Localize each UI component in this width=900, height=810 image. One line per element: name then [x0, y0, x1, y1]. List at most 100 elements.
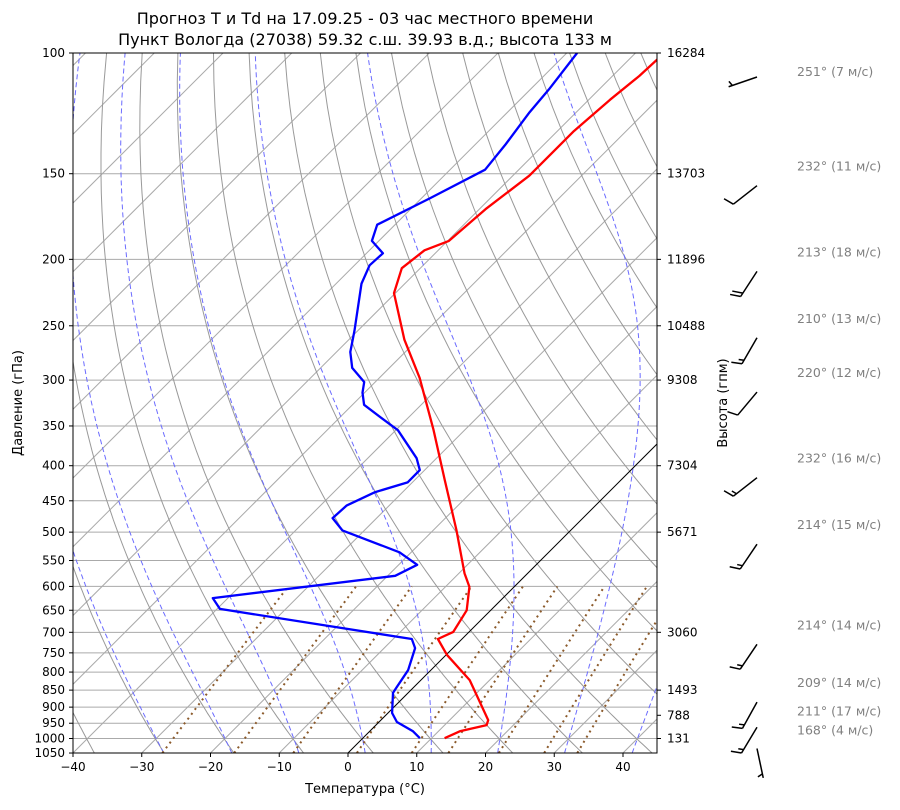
barb-staff	[732, 185, 758, 205]
dry-adiabat	[391, 53, 657, 569]
barb-staff	[740, 726, 758, 754]
height-tick-label: 788	[667, 708, 690, 722]
barb-staff	[739, 643, 758, 670]
dry-adiabat	[73, 564, 165, 753]
wind-barb	[731, 701, 758, 730]
y-tick-label: 950	[42, 716, 65, 730]
wind-label: 209° (14 м/с)	[797, 675, 881, 690]
barb-half	[737, 563, 743, 567]
wind-barb	[723, 185, 758, 205]
height-tick-label: 13703	[667, 167, 705, 181]
y-axis-right-label: Высота (гпм)	[716, 358, 731, 447]
isotherm	[73, 53, 430, 410]
y-tick-label: 600	[42, 579, 65, 593]
dry-adiabat	[426, 53, 657, 505]
axes: −40 −30 −20 −10 0 10 20 30 40 100 150 200 250 300 350 4…	[34, 46, 705, 774]
barb-staff	[741, 337, 758, 365]
wind-label: 213° (18 м/с)	[797, 244, 881, 259]
chart-title-line2: Пункт Вологда (27038) 59.32 с.ш. 39.93 в…	[118, 30, 612, 49]
barb-full	[723, 490, 734, 497]
mixing-ratio-line	[233, 585, 357, 753]
isotherm	[73, 53, 499, 479]
dry-adiabat	[890, 53, 900, 753]
dry-adiabat	[319, 53, 657, 695]
mixing-ratio-line	[447, 585, 559, 753]
x-tick-label: 30	[547, 760, 562, 774]
height-tick-label: 9308	[667, 373, 698, 387]
barb-half	[738, 747, 744, 751]
y-tick-label: 500	[42, 525, 65, 539]
x-tick-label: −20	[198, 760, 223, 774]
barb-full	[731, 726, 743, 730]
wind-barb	[756, 748, 764, 779]
isotherm	[73, 53, 224, 204]
y-tick-label: 250	[42, 319, 65, 333]
barb-staff	[728, 76, 758, 88]
isotherm	[73, 53, 636, 617]
isotherm	[485, 580, 657, 753]
x-axis-label: Температура (°C)	[304, 782, 425, 797]
barb-staff	[740, 270, 758, 297]
wind-barb	[723, 477, 758, 497]
isotherm	[141, 237, 657, 753]
height-tick-label: 1493	[667, 683, 698, 697]
barb-half	[737, 663, 743, 667]
y-tick-label: 550	[42, 554, 65, 568]
background-grid	[73, 53, 900, 753]
dry-adiabat	[213, 53, 514, 753]
y-tick-label: 750	[42, 646, 65, 660]
moist-adiabat	[120, 53, 300, 753]
y-tick-label: 100	[42, 46, 65, 60]
mixing-ratio-line	[543, 585, 648, 753]
isotherm	[73, 168, 657, 753]
dry-adiabat	[284, 53, 653, 753]
isotherm	[73, 53, 568, 548]
x-tick-label: 20	[478, 760, 493, 774]
profiles	[211, 53, 657, 740]
barb-half	[757, 773, 763, 778]
barb-half	[738, 358, 745, 362]
dry-adiabat	[100, 53, 304, 753]
wind-label: 210° (13 м/с)	[797, 311, 881, 326]
moist-adiabat	[73, 53, 233, 753]
barb-staff	[737, 391, 758, 416]
height-tick-label: 131	[667, 732, 690, 746]
height-tick-label: 3060	[667, 625, 698, 639]
barb-half	[738, 723, 745, 726]
barb-staff	[741, 701, 758, 729]
wind-barb	[728, 76, 758, 88]
y-tick-label: 650	[42, 603, 65, 617]
barb-half	[731, 490, 737, 495]
moist-adiabat	[553, 53, 641, 753]
dry-adiabat	[139, 53, 374, 753]
barb-full	[729, 566, 741, 570]
wind-label: 251° (7 м/с)	[797, 64, 873, 79]
barb-full	[731, 361, 743, 365]
wind-label: 214° (14 м/с)	[797, 617, 881, 632]
y-tick-label: 300	[42, 373, 65, 387]
x-tick-label: 10	[409, 760, 424, 774]
wind-barb	[729, 643, 758, 670]
wind-label: 232° (16 м/с)	[797, 451, 881, 466]
wind-label: 232° (11 м/с)	[797, 159, 881, 174]
wind-label: 168° (4 м/с)	[797, 723, 873, 738]
x-tick-label: 40	[615, 760, 630, 774]
wind-label: 220° (12 м/с)	[797, 365, 881, 380]
isotherm	[416, 512, 657, 753]
y-tick-label: 700	[42, 625, 65, 639]
mixing-ratio-line	[576, 618, 657, 753]
y-tick-label: 900	[42, 700, 65, 714]
barb-full	[729, 666, 741, 670]
y-tick-label: 200	[42, 252, 65, 266]
isotherm	[210, 305, 657, 753]
y-tick-label: 1050	[34, 746, 65, 760]
barb-full	[727, 410, 738, 416]
y-tick-label: 450	[42, 494, 65, 508]
dry-adiabat	[497, 53, 657, 376]
dewpoint-line	[211, 53, 579, 740]
barb-full	[729, 293, 741, 298]
mixing-ratio-line	[497, 585, 606, 753]
height-tick-label: 5671	[667, 525, 698, 539]
barb-staff	[739, 543, 758, 570]
